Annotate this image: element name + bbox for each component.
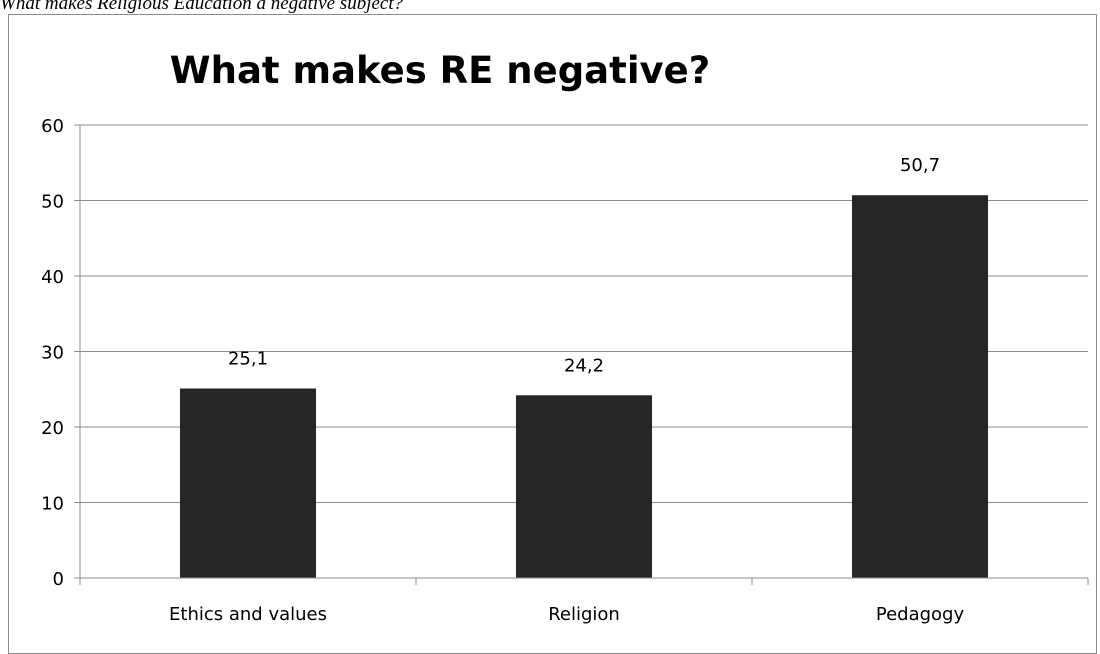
data-labels: 25,1 24,2 50,7 [228, 155, 940, 376]
data-label-2: 50,7 [900, 155, 940, 176]
bars [180, 195, 988, 578]
chart-title: What makes RE negative? [170, 49, 710, 92]
data-label-1: 24,2 [564, 355, 604, 376]
bar-0 [180, 388, 316, 578]
y-tick-label-50: 50 [41, 192, 64, 213]
bar-2 [852, 195, 988, 578]
x-tick-label-1: Religion [548, 604, 620, 625]
x-tick-label-0: Ethics and values [169, 604, 327, 625]
x-tick-label-2: Pedagogy [876, 604, 965, 625]
data-label-0: 25,1 [228, 348, 268, 369]
y-tick-label-60: 60 [41, 116, 64, 137]
y-tick-label-20: 20 [41, 418, 64, 439]
figure-caption: What makes Religious Education a negativ… [0, 0, 404, 14]
y-tick-label-10: 10 [41, 494, 64, 515]
y-tick-label-40: 40 [41, 267, 64, 288]
y-tick-label-30: 30 [41, 343, 64, 364]
x-axis-ticks: Ethics and values Religion Pedagogy [169, 604, 964, 625]
bar-chart: What makes RE negative? 0 10 20 30 40 50 60 25… [41, 49, 1089, 625]
y-axis-ticks: 0 10 20 30 40 50 60 [41, 116, 80, 590]
y-tick-label-0: 0 [53, 569, 64, 590]
bar-1 [516, 395, 652, 578]
axes [79, 125, 1089, 585]
